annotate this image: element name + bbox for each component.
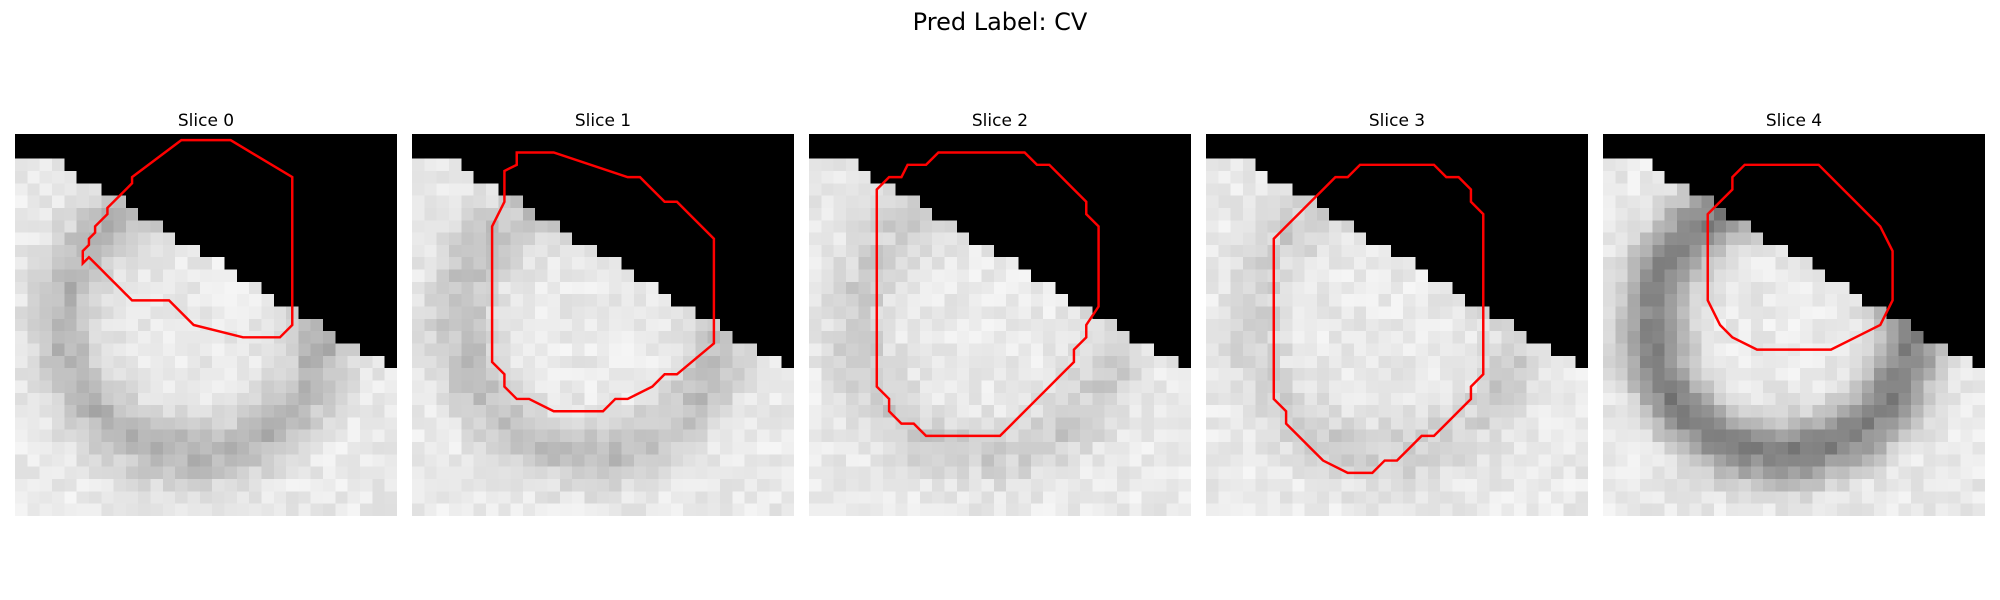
slice-image-1 <box>412 134 794 516</box>
slice-title: Slice 2 <box>971 111 1029 131</box>
slice-title: Slice 4 <box>1765 111 1823 131</box>
prediction-contour <box>1272 163 1485 475</box>
slice-panel-2: Slice 2 <box>809 108 1191 516</box>
prediction-contour <box>1706 163 1894 351</box>
slice-panel-1: Slice 1 <box>412 108 794 516</box>
slice-panel-3: Slice 3 <box>1206 108 1588 516</box>
slice-panel-0: Slice 0 <box>15 108 397 516</box>
slice-image-3 <box>1206 134 1588 516</box>
slice-panel-4: Slice 4 <box>1603 108 1985 516</box>
slice-image-4 <box>1603 134 1985 516</box>
prediction-contour <box>490 151 716 413</box>
slice-image-0 <box>15 134 397 516</box>
prediction-contour <box>875 151 1100 438</box>
slice-title: Slice 3 <box>1368 111 1426 131</box>
prediction-contour <box>81 138 294 339</box>
slice-title: Slice 1 <box>574 111 632 131</box>
figure-title: Pred Label: CV <box>912 8 1088 36</box>
slice-title: Slice 0 <box>177 111 235 131</box>
slice-image-2 <box>809 134 1191 516</box>
